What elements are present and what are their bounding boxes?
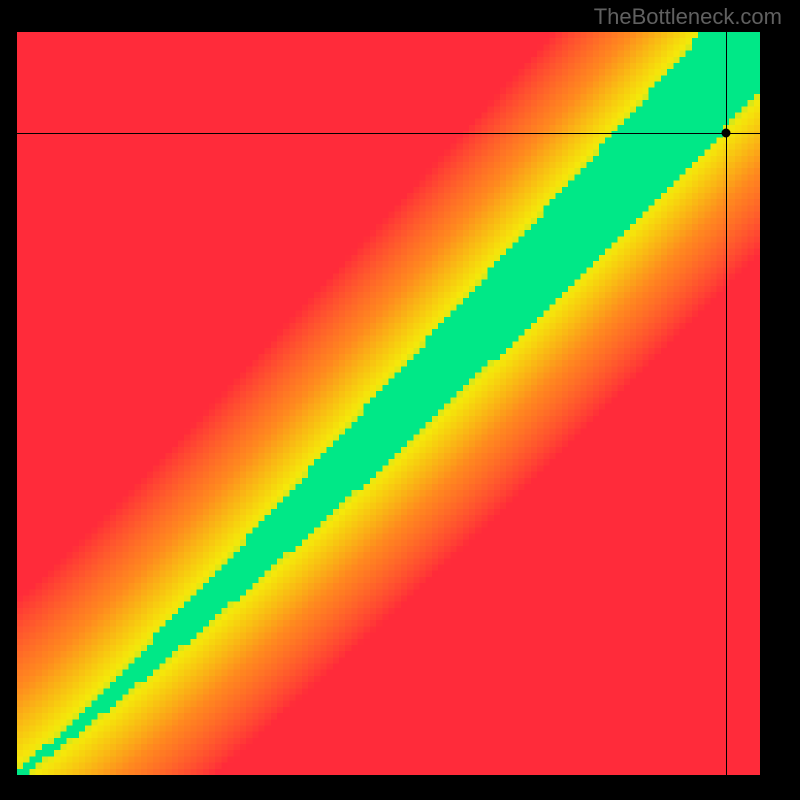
- bottleneck-heatmap: [17, 32, 760, 775]
- crosshair-horizontal: [17, 133, 760, 134]
- heatmap-canvas: [17, 32, 760, 775]
- watermark-text: TheBottleneck.com: [594, 4, 782, 30]
- crosshair-vertical: [726, 32, 727, 775]
- crosshair-point: [721, 129, 730, 138]
